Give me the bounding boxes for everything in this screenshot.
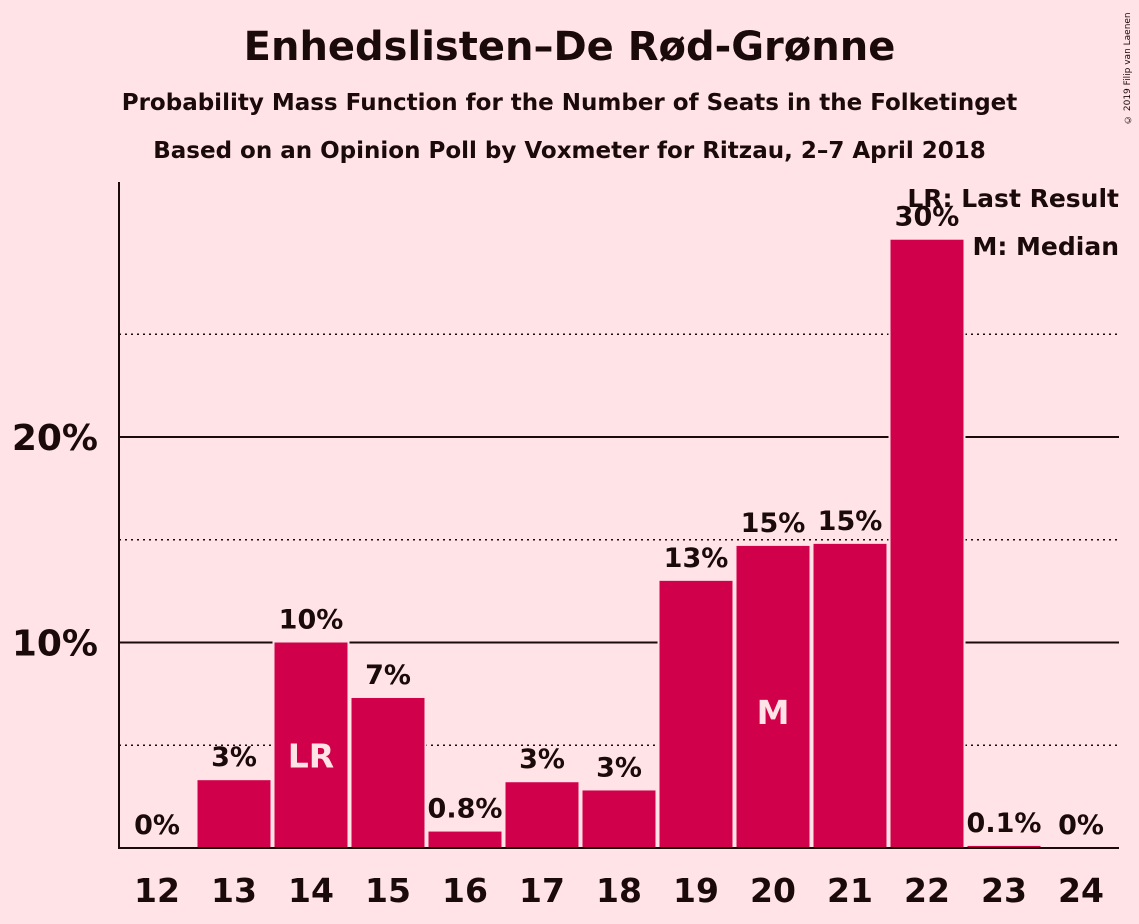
bar [659,580,733,848]
bar [274,642,348,848]
x-tick-label: 21 [827,871,873,910]
y-tick-label: 10% [12,624,98,665]
data-label: 15% [741,508,806,539]
x-tick-label: 15 [365,871,411,910]
data-label: 0% [1058,810,1104,841]
data-label: 15% [818,506,883,537]
bar [967,845,1041,848]
x-tick-label: 13 [211,871,257,910]
data-label: 0.8% [428,794,503,825]
data-label: 0% [134,810,180,841]
bar [428,831,502,848]
y-tick-label: 20% [12,418,98,459]
legend-last-result: LR: Last Result [907,184,1119,213]
x-tick-label: 20 [750,871,796,910]
bar [582,790,656,848]
chart-title: Enhedslisten–De Rød-Grønne [243,24,896,70]
data-label: 3% [519,744,565,775]
bar [351,697,425,848]
bar [736,545,810,848]
chart-subtitle: Probability Mass Function for the Number… [121,90,1018,116]
bar [890,239,964,849]
bar [813,543,887,848]
data-label: 10% [279,605,344,636]
legend-median: M: Median [972,232,1119,261]
bar [505,782,579,848]
data-labels: 0% 3% 10% LR 7% 0.8% 3% 3% 13% 15% M 15% 30% 0.1% 0% [134,202,1104,841]
chart-subtitle-source: Based on an Opinion Poll by Voxmeter for… [153,138,986,164]
x-tick-label: 16 [442,871,488,910]
bar [197,780,271,848]
x-tick-label: 14 [288,871,334,910]
bar-marker-lr: LR [288,737,334,776]
bar-marker-m: M [757,693,790,732]
x-tick-label: 24 [1058,871,1104,910]
x-tick-label: 23 [981,871,1027,910]
x-tick-label: 12 [134,871,180,910]
x-tick-label: 18 [596,871,642,910]
axes: 10% 20% 12 13 14 15 16 17 18 19 20 21 22 23 24 [12,182,1119,910]
data-label: 13% [664,543,729,574]
data-label: 3% [596,752,642,783]
bars [195,237,1043,849]
gridlines [119,333,1119,746]
data-label: 3% [211,742,257,773]
x-tick-label: 19 [673,871,719,910]
x-tick-label: 17 [519,871,565,910]
data-label: 7% [365,660,411,691]
data-label: 0.1% [967,808,1042,839]
x-tick-label: 22 [904,871,950,910]
data-label: 30% [895,202,960,233]
